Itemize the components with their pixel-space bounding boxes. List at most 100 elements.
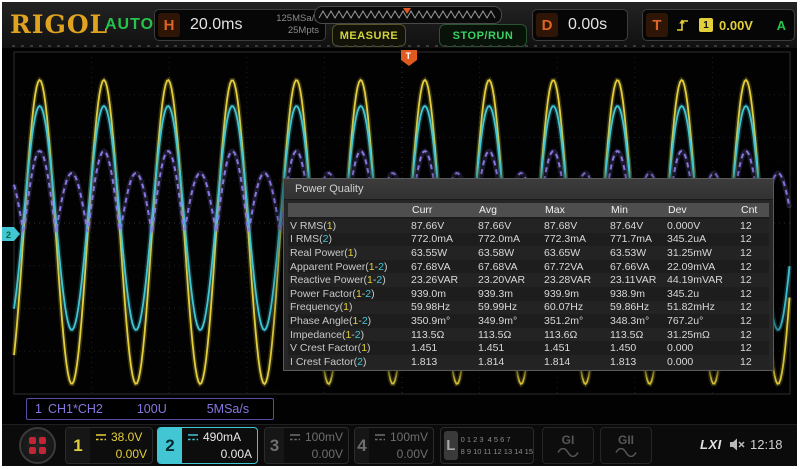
measurement-value: 938.9m <box>610 287 646 300</box>
channel-3-scale: 100mV <box>304 430 343 444</box>
sine-icon <box>557 447 579 457</box>
trigger-level-value: 0.00V <box>719 17 753 33</box>
measurement-value: 772.0mA <box>411 233 454 246</box>
logic-channels-widget[interactable]: L 0 1 2 3 4 5 6 7 8 9 10 11 12 13 14 15 <box>440 427 534 464</box>
measurement-value: 23.26VAR <box>411 274 459 287</box>
channel-2-widget[interactable]: 2 490mA 0.00A <box>157 427 258 464</box>
measurement-label: Power Factor(1-2) <box>290 287 375 300</box>
measurement-value: 63.53W <box>610 246 647 259</box>
measurement-value: 87.68V <box>544 219 578 232</box>
measurement-value: 1.813 <box>411 355 438 368</box>
measurement-value: 1.451 <box>478 342 505 355</box>
measurement-value: 67.68VA <box>478 260 518 273</box>
rising-edge-icon <box>677 19 688 31</box>
measurement-label: Frequency(1) <box>290 301 353 314</box>
memory-position-bar[interactable] <box>314 6 502 24</box>
pq-column-header: Max <box>545 204 565 216</box>
pq-column-header: Curr <box>412 204 433 216</box>
measurement-value: 345.2u <box>667 287 700 300</box>
channel-4-widget[interactable]: 4 100mV 0.00V <box>354 427 434 464</box>
menu-grid-icon <box>29 437 46 454</box>
measurement-value: 113.5Ω <box>411 328 445 341</box>
measurement-label: Phase Angle(1-2) <box>290 314 372 327</box>
delay-settings-box[interactable]: D 0.00s <box>532 9 628 41</box>
generator-2-label: GII <box>617 433 634 448</box>
power-quality-popup: Power Quality Curr Avg Max Min Dev Cnt V RMS(… <box>283 178 774 371</box>
measurement-value: 31.25mΩ <box>667 328 710 341</box>
measurement-value: 59.86Hz <box>610 301 650 314</box>
menu-button[interactable] <box>19 427 56 464</box>
logic-row-1: 0 1 2 3 4 5 6 7 <box>460 435 511 445</box>
table-row: Phase Angle(1-2) 350.9m° 349.9m° 351.2m° 348… <box>288 314 769 328</box>
measurement-value: 772.3mA <box>544 233 587 246</box>
pq-table: Curr Avg Max Min Dev Cnt V RMS(1) 87.66V 87.66V… <box>288 203 769 369</box>
acquisition-info: 125MSa/s 25Mpts <box>276 13 319 37</box>
channel-3-number: 3 <box>265 428 284 463</box>
measurement-value: 350.9m° <box>411 314 451 327</box>
measurement-label: V RMS(1) <box>290 219 337 232</box>
measurement-value: 63.65W <box>544 246 581 259</box>
stop-run-button[interactable]: STOP/RUN <box>439 24 527 47</box>
trigger-t-badge: T <box>646 13 668 37</box>
generator-2-button[interactable]: GII <box>600 427 652 464</box>
measurement-value: 67.68VA <box>411 260 451 273</box>
speaker-muted-icon[interactable] <box>729 437 746 452</box>
table-row: Reactive Power(1-2) 23.26VAR 23.20VAR 23.28… <box>288 273 769 287</box>
sine-icon <box>615 447 637 457</box>
measurement-value: 59.98Hz <box>411 301 451 314</box>
horizontal-h-badge: H <box>158 13 180 37</box>
table-row: Frequency(1) 59.98Hz 59.99Hz 60.07Hz 59.86Hz… <box>288 300 769 315</box>
dc-coupling-icon <box>96 433 106 440</box>
table-row: I Crest Factor(2) 1.813 1.814 1.814 1.813 0.0… <box>288 354 769 369</box>
measurement-value: 87.66V <box>411 219 445 232</box>
measurement-value: 12 <box>740 301 752 314</box>
measurement-value: 1.813 <box>610 355 637 368</box>
horizontal-settings-box[interactable]: H 20.0ms 125MSa/s 25Mpts <box>154 9 326 41</box>
measurement-value: 939.3m <box>478 287 514 300</box>
clock: 12:18 <box>750 437 783 452</box>
measurement-label: I RMS(2) <box>290 233 333 246</box>
measurement-value: 771.7mA <box>610 233 653 246</box>
generator-1-label: GI <box>561 433 575 448</box>
channel-1-widget[interactable]: 1 38.0V 0.00V <box>65 427 153 464</box>
channel-4-offset: 0.00V <box>396 447 428 461</box>
measurement-value: 12 <box>740 355 752 368</box>
pq-column-header: Dev <box>668 204 687 216</box>
trigger-settings-box[interactable]: T 1 0.00V A <box>642 9 795 41</box>
measurement-value: 87.64V <box>610 219 644 232</box>
channel-3-widget[interactable]: 3 100mV 0.00V <box>264 427 349 464</box>
timebase-value: 20.0ms <box>190 16 243 33</box>
pq-column-header: Min <box>611 204 628 216</box>
table-row: Impedance(1-2) 113.5Ω 113.5Ω 113.6Ω 113.5Ω 31… <box>288 327 769 342</box>
table-row: V Crest Factor(1) 1.451 1.451 1.451 1.450 0.0… <box>288 341 769 355</box>
measurement-value: 0.000 <box>667 342 694 355</box>
dc-coupling-icon <box>289 433 300 440</box>
math-channel-label[interactable]: 1 CH1*CH2 100U 5MSa/s <box>26 398 274 420</box>
measurement-value: 12 <box>740 246 752 259</box>
measurement-value: 12 <box>740 233 752 246</box>
dc-coupling-icon <box>374 433 385 440</box>
measurement-value: 1.451 <box>544 342 571 355</box>
measure-button[interactable]: MEASURE <box>332 24 406 47</box>
measurement-value: 23.28VAR <box>544 274 592 287</box>
trigger-sweep-mode: A <box>776 17 786 33</box>
popup-title: Power Quality <box>284 179 773 200</box>
measurement-label: Apparent Power(1-2) <box>290 260 388 273</box>
generator-1-button[interactable]: GI <box>542 427 594 464</box>
trigger-position-marker[interactable]: T <box>401 50 417 66</box>
channel-4-scale: 100mV <box>389 430 428 444</box>
measurement-label: I Crest Factor(2) <box>290 355 367 368</box>
channel-1-info: 38.0V 0.00V <box>90 428 152 463</box>
measurement-value: 67.66VA <box>610 260 650 273</box>
measurement-value: 63.55W <box>411 246 448 259</box>
table-row: V RMS(1) 87.66V 87.66V 87.68V 87.64V 0.000V 12 <box>288 219 769 233</box>
channel-2-number: 2 <box>158 428 182 463</box>
math-index: 1 <box>35 402 42 416</box>
measurement-label: V Crest Factor(1) <box>290 342 371 355</box>
channel-2-offset: 0.00A <box>220 447 252 461</box>
channel-1-offset: 0.00V <box>115 447 147 461</box>
channel-2-position-marker[interactable]: 2 <box>2 227 20 241</box>
measurement-value: 767.2u° <box>667 314 704 327</box>
measurement-value: 23.20VAR <box>478 274 526 287</box>
